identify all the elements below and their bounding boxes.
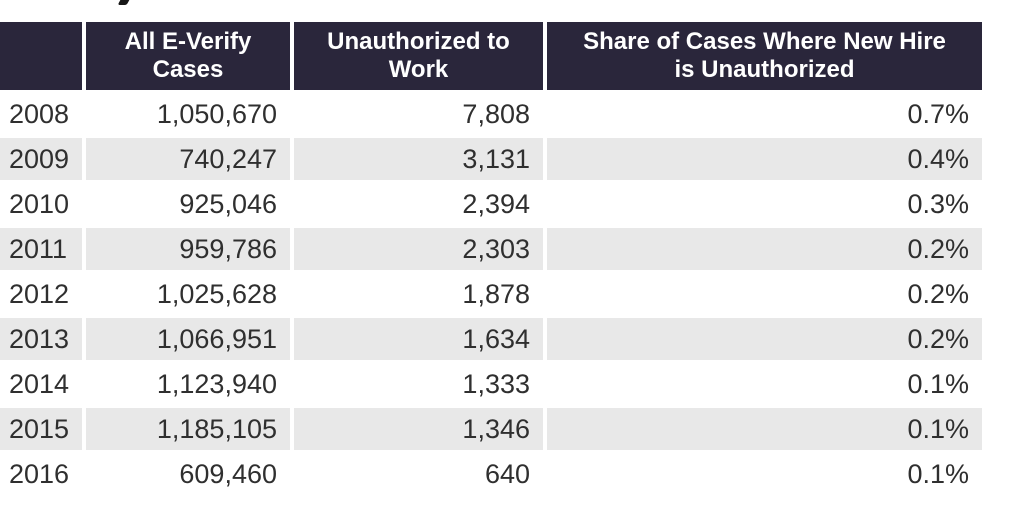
table-row: 2016 609,460 640 0.1% [0,450,982,495]
all-cases-cell: 740,247 [82,135,290,180]
header-row: All E-Verify Cases Unauthorized to Work … [0,22,982,90]
year-cell: 2008 [0,90,82,135]
header-line: is Unauthorized [674,56,855,83]
header-line: Share of Cases Where New Hire [583,28,946,55]
share-cell: 0.4% [543,135,982,180]
share-cell: 0.2% [543,225,982,270]
all-cases-cell: 609,460 [82,450,290,495]
table-body: 2008 1,050,670 7,808 0.7% 2009 740,247 3… [0,90,982,495]
unauthorized-cell: 1,634 [290,315,543,360]
unauthorized-cell: 2,394 [290,180,543,225]
share-cell: 0.3% [543,180,982,225]
year-cell: 2016 [0,450,82,495]
year-cell: 2010 [0,180,82,225]
column-header-all-cases: All E-Verify Cases [82,22,290,90]
all-cases-cell: 1,025,628 [82,270,290,315]
table-row: 2008 1,050,670 7,808 0.7% [0,90,982,135]
unauthorized-cell: 1,346 [290,405,543,450]
share-cell: 0.2% [543,315,982,360]
all-cases-cell: 1,123,940 [82,360,290,405]
table-row: 2015 1,185,105 1,346 0.1% [0,405,982,450]
column-header-year [0,22,82,90]
unauthorized-cell: 1,878 [290,270,543,315]
year-cell: 2013 [0,315,82,360]
table-row: 2009 740,247 3,131 0.4% [0,135,982,180]
table-row: 2010 925,046 2,394 0.3% [0,180,982,225]
header-line: Unauthorized to [327,28,510,55]
share-cell: 0.1% [543,405,982,450]
unauthorized-cell: 1,333 [290,360,543,405]
share-cell: 0.1% [543,450,982,495]
table-row: 2014 1,123,940 1,333 0.1% [0,360,982,405]
table-row: 2012 1,025,628 1,878 0.2% [0,270,982,315]
table-row: 2011 959,786 2,303 0.2% [0,225,982,270]
everify-table: All E-Verify Cases Unauthorized to Work … [0,22,982,495]
share-cell: 0.7% [543,90,982,135]
table-row: 2013 1,066,951 1,634 0.2% [0,315,982,360]
column-header-unauthorized: Unauthorized to Work [290,22,543,90]
year-cell: 2012 [0,270,82,315]
all-cases-cell: 1,066,951 [82,315,290,360]
column-header-share: Share of Cases Where New Hire is Unautho… [543,22,982,90]
header-line: All E-Verify [124,28,252,55]
all-cases-cell: 1,185,105 [82,405,290,450]
unauthorized-cell: 3,131 [290,135,543,180]
unauthorized-cell: 2,303 [290,225,543,270]
year-cell: 2015 [0,405,82,450]
year-cell: 2011 [0,225,82,270]
header-line: Cases [152,56,224,83]
table-header: All E-Verify Cases Unauthorized to Work … [0,22,982,90]
share-cell: 0.2% [543,270,982,315]
header-line: Work [388,56,449,83]
year-cell: 2009 [0,135,82,180]
unauthorized-cell: 7,808 [290,90,543,135]
all-cases-cell: 959,786 [82,225,290,270]
unauthorized-cell: 640 [290,450,543,495]
share-cell: 0.1% [543,360,982,405]
all-cases-cell: 1,050,670 [82,90,290,135]
year-cell: 2014 [0,360,82,405]
cropped-title-fragment [117,0,130,5]
all-cases-cell: 925,046 [82,180,290,225]
